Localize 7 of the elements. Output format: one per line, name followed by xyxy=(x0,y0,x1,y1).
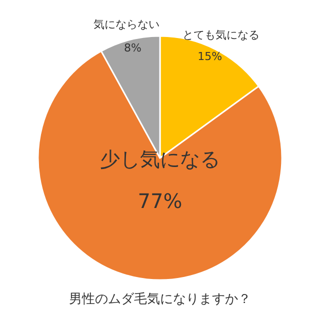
data-label: 15% xyxy=(198,50,222,64)
slice-label: 少し気になる xyxy=(100,147,220,171)
slice-label: 気にならない xyxy=(94,18,160,32)
slice-label: とても気になる xyxy=(182,28,260,42)
data-label: 77% xyxy=(138,189,182,213)
text: 男性のムダ毛気になりますか？ xyxy=(69,292,251,307)
data-label: 8% xyxy=(124,42,142,55)
